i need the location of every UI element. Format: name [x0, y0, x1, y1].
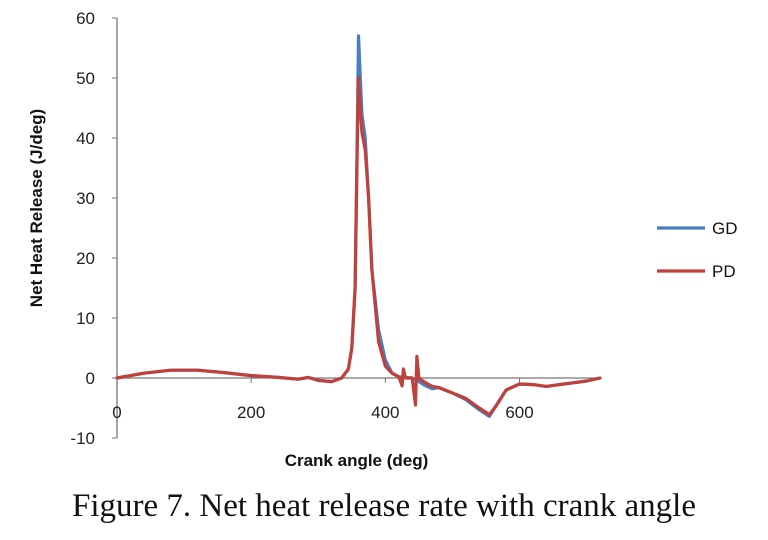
y-tick-label: 60 — [76, 9, 95, 28]
y-tick-label: -10 — [70, 429, 95, 448]
x-tick-label: 200 — [237, 403, 265, 422]
legend-label-pd: PD — [712, 262, 736, 281]
figure-caption: Figure 7. Net heat release rate with cra… — [72, 488, 696, 524]
x-tick-label: 400 — [371, 403, 399, 422]
y-tick-label: 30 — [76, 189, 95, 208]
x-axis-title: Crank angle (deg) — [285, 451, 429, 470]
y-tick-label: 10 — [76, 309, 95, 328]
series-line-pd — [115, 76, 602, 417]
y-tick-label: 20 — [76, 249, 95, 268]
y-tick-label: 40 — [76, 129, 95, 148]
legend-label-gd: GD — [712, 219, 738, 238]
x-tick-label: 0 — [112, 403, 121, 422]
x-tick-label: 600 — [505, 403, 533, 422]
y-tick-label: 50 — [76, 69, 95, 88]
y-axis-title: Net Heat Release (J/deg) — [27, 109, 46, 307]
y-tick-label: 0 — [86, 369, 95, 388]
